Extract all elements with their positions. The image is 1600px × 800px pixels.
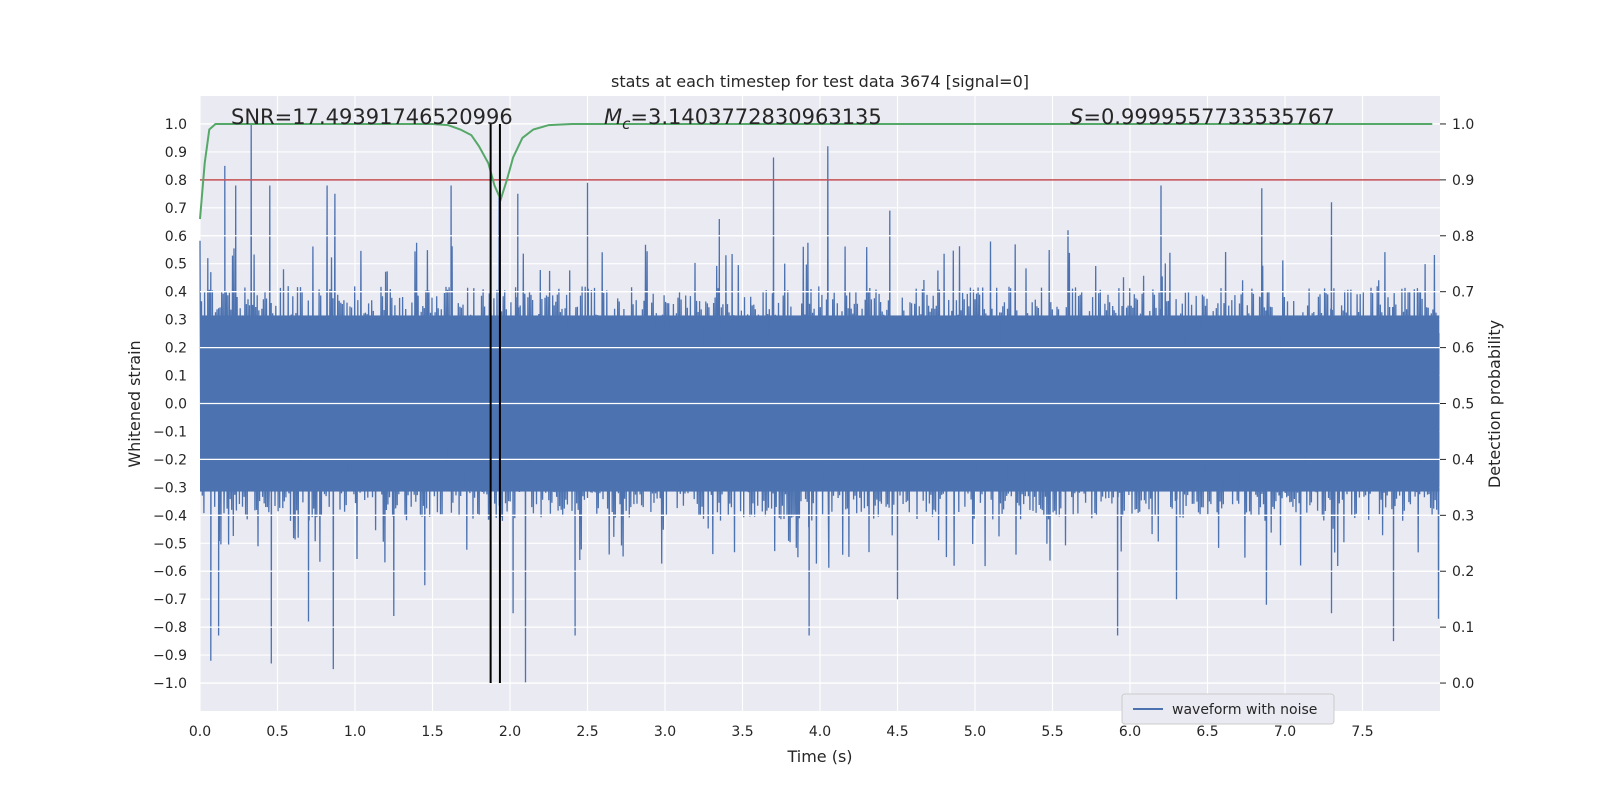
y-tick-label: −0.2 [153, 452, 187, 468]
x-tick-label: 6.0 [1119, 724, 1141, 740]
y2-tick-label: 0.5 [1452, 397, 1474, 413]
mc-symbol: M [604, 105, 622, 129]
x-tick-label: 7.0 [1274, 724, 1296, 740]
y2-tick-label: 0.3 [1452, 508, 1474, 524]
y-tick-label: 0.0 [165, 397, 187, 413]
y2-tick-label: 0.6 [1452, 341, 1474, 357]
x-tick-label: 0.5 [266, 724, 288, 740]
y2-tick-label: 1.0 [1452, 117, 1474, 133]
x-tick-label: 3.0 [654, 724, 676, 740]
y2-tick-label: 0.7 [1452, 285, 1474, 301]
s-symbol: S [1070, 105, 1083, 129]
x-tick-label: 1.0 [344, 724, 366, 740]
y-tick-label: 0.3 [165, 313, 187, 329]
y-tick-label: 0.6 [165, 229, 187, 245]
y-tick-label: 0.9 [165, 145, 187, 161]
snr-annotation: SNR=17.49391746520996 [231, 105, 513, 129]
x-tick-label: 5.0 [964, 724, 986, 740]
merger-markers [489, 123, 501, 684]
y-tick-label: 0.2 [165, 341, 187, 357]
x-tick-label: 0.0 [189, 724, 211, 740]
y2-tick-labels: 1.0 0.9 0.8 0.7 0.6 0.5 0.4 0.3 0.2 0.1 0.0 [1440, 117, 1474, 692]
legend: waveform with noise [1121, 693, 1335, 725]
y-tick-label: −0.6 [153, 564, 187, 580]
mc-value: =3.1403772830963135 [630, 105, 881, 129]
waveform-line [199, 123, 1440, 684]
y-tick-label: −0.9 [153, 648, 187, 664]
x-axis-label: Time (s) [786, 747, 852, 766]
y-tick-label: −0.1 [153, 424, 187, 440]
y-tick-label: 0.8 [165, 173, 187, 189]
y-tick-label: 0.4 [165, 285, 187, 301]
x-tick-label: 2.0 [499, 724, 521, 740]
x-tick-label: 1.5 [421, 724, 443, 740]
legend-label: waveform with noise [1172, 702, 1317, 718]
y2-tick-label: 0.9 [1452, 173, 1474, 189]
s-value: =0.9999557733535767 [1083, 105, 1334, 129]
y-axis-label: Whitened strain [125, 340, 144, 467]
x-tick-label: 4.0 [809, 724, 831, 740]
y-tick-label: 0.7 [165, 201, 187, 217]
y2-tick-label: 0.2 [1452, 564, 1474, 580]
y2-tick-label: 0.8 [1452, 229, 1474, 245]
y2-tick-label: 0.4 [1452, 452, 1474, 468]
y2-tick-label: 0.1 [1452, 620, 1474, 636]
y-tick-labels: 1.0 0.9 0.8 0.7 0.6 0.5 0.4 0.3 0.2 0.1 0.0 −0.1 −0.… [153, 117, 187, 692]
y2-tick-label: 0.0 [1452, 676, 1474, 692]
mc-subscript: c [622, 115, 631, 133]
y-tick-label: −0.8 [153, 620, 187, 636]
x-tick-label: 4.5 [886, 724, 908, 740]
x-tick-label: 5.5 [1041, 724, 1063, 740]
mc-annotation: Mc=3.1403772830963135 [604, 105, 882, 133]
legend-box [1121, 693, 1335, 725]
x-tick-labels: 0.0 0.5 1.0 1.5 2.0 2.5 3.0 3.5 4.0 4.5 5.0 5.5 6.0 6… [189, 724, 1374, 740]
x-tick-label: 2.5 [576, 724, 598, 740]
chart-title: stats at each timestep for test data 367… [611, 72, 1029, 91]
y-tick-label: −0.3 [153, 480, 187, 496]
y-tick-label: 1.0 [165, 117, 187, 133]
y-tick-label: −0.4 [153, 508, 187, 524]
y2-axis-label: Detection probability [1485, 320, 1504, 488]
x-tick-label: 7.5 [1351, 724, 1373, 740]
x-tick-label: 6.5 [1196, 724, 1218, 740]
x-tick-label: 3.5 [731, 724, 753, 740]
y-tick-label: −1.0 [153, 676, 187, 692]
y-tick-label: 0.5 [165, 257, 187, 273]
y-tick-label: −0.7 [153, 592, 187, 608]
y-tick-label: 0.1 [165, 369, 187, 385]
s-annotation: S=0.9999557733535767 [1070, 105, 1335, 129]
y-tick-label: −0.5 [153, 536, 187, 552]
